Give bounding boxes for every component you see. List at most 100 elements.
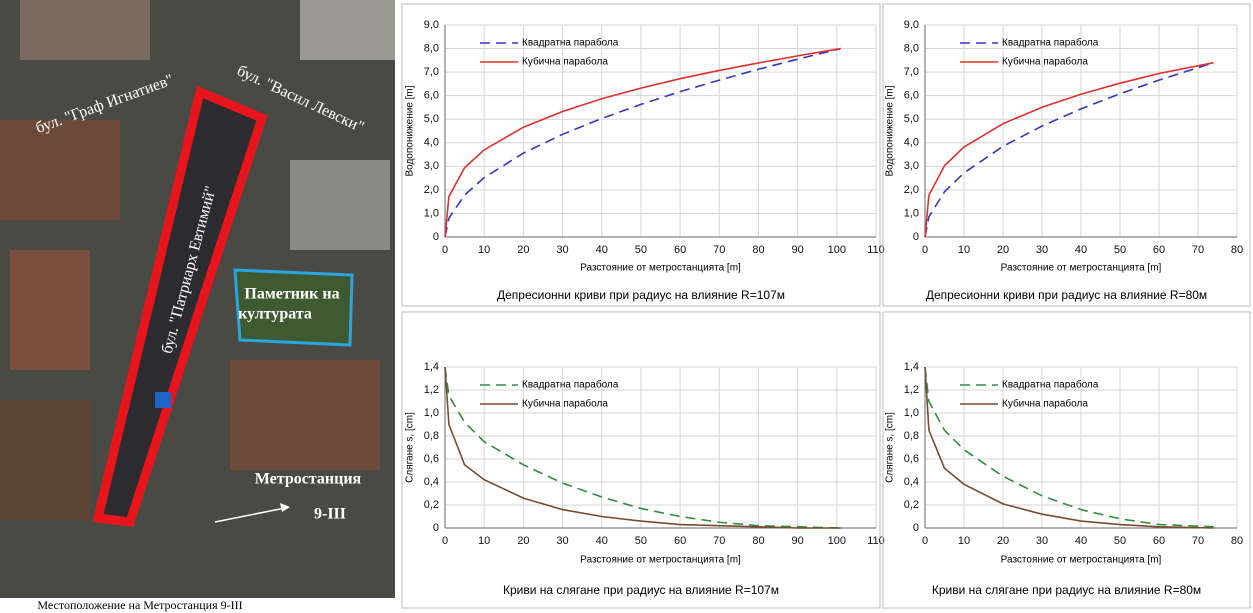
y-tick-label: 4,0: [904, 137, 919, 149]
x-tick-label: 20: [517, 244, 529, 256]
y-tick-label: 7,0: [904, 66, 919, 78]
y-tick-label: 1,2: [904, 384, 919, 396]
y-tick-label: 1,4: [424, 361, 439, 373]
legend-label: Квадратна парабола: [522, 379, 619, 391]
y-tick-label: 0: [433, 231, 439, 243]
x-tick-label: 40: [596, 535, 608, 547]
x-tick-label: 40: [596, 244, 608, 256]
x-tick-label: 20: [997, 244, 1009, 256]
series-line: [925, 367, 1214, 528]
x-tick-label: 20: [517, 535, 529, 547]
roof-block: [10, 250, 90, 370]
x-tick-label: 40: [1075, 535, 1087, 547]
x-tick-label: 90: [792, 244, 804, 256]
x-tick-label: 60: [1153, 244, 1165, 256]
x-axis-label: Разстояние от метростанцията [m]: [1001, 263, 1162, 274]
y-tick-label: 8,0: [904, 42, 919, 54]
y-tick-label: 0,8: [904, 430, 919, 442]
y-tick-label: 6,0: [424, 90, 439, 102]
series-line: [445, 367, 841, 528]
x-tick-label: 10: [958, 535, 970, 547]
y-tick-label: 0,2: [424, 499, 439, 511]
series-line: [925, 63, 1214, 237]
y-tick-label: 0,4: [904, 476, 919, 488]
chart-title: Криви на слягане при радиус на влияние R…: [932, 583, 1201, 597]
y-tick-label: 2,0: [424, 184, 439, 196]
y-tick-label: 0,6: [424, 453, 439, 465]
roof-block: [230, 360, 380, 470]
x-tick-label: 90: [792, 535, 804, 547]
y-tick-label: 3,0: [904, 160, 919, 172]
series-line: [925, 367, 1214, 527]
y-tick-label: 3,0: [424, 160, 439, 172]
x-tick-label: 70: [713, 244, 725, 256]
x-tick-label: 50: [1114, 535, 1126, 547]
x-tick-label: 70: [713, 535, 725, 547]
roof-block: [0, 400, 90, 520]
x-tick-label: 30: [556, 244, 568, 256]
roof-block: [290, 160, 390, 250]
legend-label: Кубична парабола: [1002, 398, 1088, 410]
figure: бул. "Граф Игнатиев" бул. "Васил Левски"…: [0, 0, 1253, 613]
metro-icon: [155, 392, 171, 408]
x-tick-label: 110: [867, 535, 885, 547]
x-tick-label: 0: [922, 244, 928, 256]
legend-label: Кубична парабола: [522, 56, 608, 68]
x-tick-label: 80: [752, 535, 764, 547]
y-tick-label: 9,0: [424, 19, 439, 31]
x-tick-label: 80: [1231, 535, 1243, 547]
monument-label: културата: [238, 306, 312, 323]
roof-block: [0, 120, 120, 220]
chart-title: Депресионни криви при радиус на влияние …: [497, 288, 785, 302]
x-tick-label: 40: [1075, 244, 1087, 256]
legend-label: Кубична парабола: [1002, 56, 1088, 68]
monument-label: Паметник на: [244, 286, 339, 303]
x-tick-label: 80: [1231, 244, 1243, 256]
series-line: [925, 63, 1214, 237]
legend-label: Кубична парабола: [522, 398, 608, 410]
y-tick-label: 0,4: [424, 476, 439, 488]
chart-frame: [883, 4, 1250, 306]
legend-label: Квадратна парабола: [1002, 37, 1099, 49]
y-axis-label: Слягане s, [cm]: [885, 412, 896, 483]
map: бул. "Граф Игнатиев" бул. "Васил Левски"…: [0, 0, 395, 598]
y-tick-label: 0,8: [424, 430, 439, 442]
y-tick-label: 1,0: [424, 207, 439, 219]
legend-label: Квадратна парабола: [1002, 379, 1099, 391]
x-tick-label: 0: [922, 535, 928, 547]
y-tick-label: 4,0: [424, 137, 439, 149]
x-tick-label: 70: [1192, 535, 1204, 547]
station-label: 9-III: [314, 506, 346, 523]
y-tick-label: 7,0: [424, 66, 439, 78]
y-tick-label: 0: [433, 522, 439, 534]
x-tick-label: 20: [997, 535, 1009, 547]
station-label: Метростанция: [255, 471, 362, 488]
chart-title: Криви на слягане при радиус на влияние R…: [503, 583, 779, 597]
roof-block: [300, 0, 395, 60]
y-axis-label: Слягане s, [cm]: [405, 412, 416, 483]
x-tick-label: 60: [674, 535, 686, 547]
x-tick-label: 60: [674, 244, 686, 256]
y-tick-label: 2,0: [904, 184, 919, 196]
x-tick-label: 0: [442, 244, 448, 256]
y-tick-label: 1,0: [424, 407, 439, 419]
x-tick-label: 10: [958, 244, 970, 256]
y-axis-label: Водопонижение [m]: [885, 85, 896, 176]
map-caption: Местоположение на Метростанция 9-III: [37, 598, 242, 612]
y-tick-label: 1,0: [904, 407, 919, 419]
y-tick-label: 5,0: [424, 113, 439, 125]
x-tick-label: 110: [867, 244, 885, 256]
y-tick-label: 0,2: [904, 499, 919, 511]
x-axis-label: Разстояние от метростанцията [m]: [580, 555, 741, 566]
x-tick-label: 70: [1192, 244, 1204, 256]
y-tick-label: 1,0: [904, 207, 919, 219]
x-axis-label: Разстояние от метростанцията [m]: [580, 263, 741, 274]
legend-label: Квадратна парабола: [522, 37, 619, 49]
y-tick-label: 0: [913, 522, 919, 534]
series-line: [445, 367, 841, 528]
y-tick-label: 1,4: [904, 361, 919, 373]
x-tick-label: 50: [635, 244, 647, 256]
roof-block: [20, 0, 150, 60]
x-tick-label: 10: [478, 535, 490, 547]
y-tick-label: 0: [913, 231, 919, 243]
